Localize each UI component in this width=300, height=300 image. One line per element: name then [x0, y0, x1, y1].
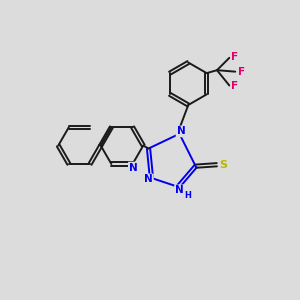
Text: N: N [175, 185, 184, 195]
Text: S: S [219, 160, 227, 170]
Text: N: N [144, 174, 153, 184]
Text: F: F [231, 52, 238, 62]
Text: F: F [231, 81, 238, 91]
Text: N: N [176, 126, 185, 136]
Text: N: N [129, 163, 138, 172]
Text: H: H [184, 190, 191, 200]
Text: F: F [238, 67, 245, 77]
